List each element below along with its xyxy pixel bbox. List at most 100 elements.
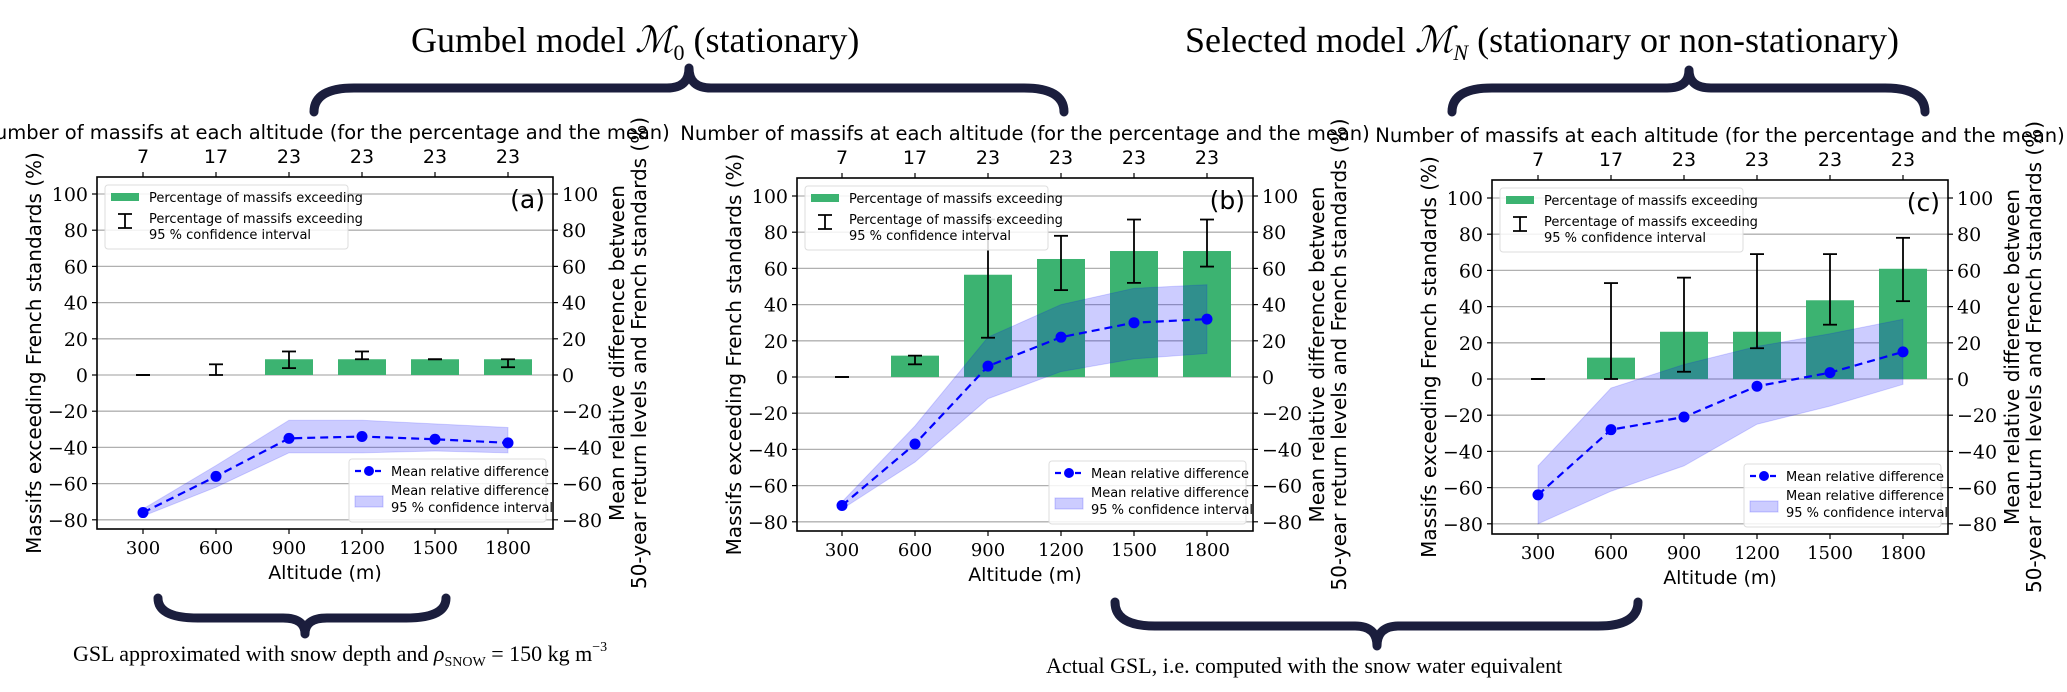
y-tick-label-right: 60	[1262, 258, 1286, 280]
y-tick-label-left: −60	[48, 474, 88, 496]
top-axis-label: Number of massifs at each altitude (for …	[680, 122, 1369, 145]
y-axis-label-left: Massifs exceeding French standards (%)	[722, 154, 746, 556]
bar-error-bar	[1823, 253, 1837, 326]
x-tick-label: 900	[971, 540, 1005, 561]
legend-mean: Mean relative difference Mean relative di…	[348, 458, 553, 523]
legend-label: Mean relative difference	[1091, 467, 1249, 482]
top-tick-label: 23	[1745, 149, 1769, 171]
y-tick-label-left: −80	[748, 512, 788, 534]
brace-bottom-left	[153, 593, 451, 639]
legend-label: Mean relative difference	[1786, 489, 1944, 504]
y-axis-label-right: Mean relative difference between	[605, 185, 629, 521]
legend-box	[1048, 460, 1247, 525]
top-tick-label: 23	[976, 147, 1000, 169]
y-tick-label-left: −20	[748, 403, 788, 425]
legend-box	[1499, 187, 1744, 253]
y-tick-label-left: −20	[48, 401, 88, 423]
mean-point	[1128, 317, 1140, 329]
mean-ci-band	[142, 419, 509, 517]
heading-symbol: ℳ	[635, 20, 678, 60]
caption-actual-gsl: Actual GSL, i.e. computed with the snow …	[1046, 653, 1562, 678]
y-axis-label-left: Massifs exceeding French standards (%)	[1417, 156, 1441, 558]
legend-bars: Percentage of massifs exceeding Percentag…	[104, 184, 363, 250]
y-tick-label-right: 100	[1262, 186, 1298, 208]
legend-label: Percentage of massifs exceeding	[1544, 194, 1758, 209]
y-tick-label-right: 60	[562, 256, 586, 278]
top-tick-label: 23	[1891, 149, 1915, 171]
y-tick-label-right: 80	[1957, 224, 1981, 246]
heading-symbol: ℳ	[1415, 20, 1458, 60]
top-tick-label: 23	[1672, 149, 1696, 171]
y-tick-label-left: 0	[776, 367, 788, 389]
panel-label: (a)	[510, 185, 545, 214]
legend-bar-swatch	[1506, 196, 1534, 204]
x-tick-label: 300	[1521, 543, 1555, 564]
top-tick-label: 23	[423, 146, 447, 168]
top-tick-label: 23	[1818, 149, 1842, 171]
legend-bar-swatch	[111, 193, 139, 201]
top-tick-label: 23	[277, 146, 301, 168]
y-tick-label-right: 100	[562, 184, 598, 206]
y-tick-label-left: −20	[1443, 405, 1483, 427]
y-axis-label-right: Mean relative difference between	[2000, 189, 2024, 525]
y-tick-label-right: −80	[1957, 514, 1997, 536]
mean-point	[210, 470, 222, 482]
caption-symbol: ρ	[433, 641, 445, 666]
legend-ci-swatch	[1749, 500, 1779, 513]
x-tick-label: 600	[898, 540, 932, 561]
y-axis-label-right: 50-year return levels and French standar…	[1327, 118, 1351, 590]
mean-point	[1605, 424, 1617, 436]
y-tick-label-right: −40	[1262, 439, 1302, 461]
top-tick-label: 17	[1599, 149, 1623, 171]
y-tick-label-left: 60	[64, 256, 88, 278]
x-tick-label: 1200	[339, 538, 385, 559]
y-tick-label-right: −60	[1262, 476, 1302, 498]
legend-ci-swatch	[354, 495, 384, 508]
y-tick-label-left: −40	[1443, 441, 1483, 463]
top-tick-label: 7	[1532, 149, 1544, 171]
bar	[411, 359, 459, 375]
mean-point	[502, 437, 514, 449]
y-tick-label-right: −20	[562, 401, 602, 423]
y-tick-label-left: 40	[1459, 297, 1483, 319]
legend-bars: Percentage of massifs exceeding Percentag…	[1499, 187, 1758, 253]
legend-label: 95 % confidence interval	[1091, 503, 1253, 518]
y-tick-label-left: 60	[1459, 260, 1483, 282]
axes-frame	[796, 177, 1254, 532]
x-tick-label: 600	[1594, 543, 1628, 564]
y-tick-label-right: −80	[562, 510, 602, 532]
legend-mean: Mean relative difference Mean relative di…	[1048, 460, 1253, 525]
legend-marker-icon	[1064, 468, 1074, 478]
y-tick-label-left: 80	[764, 222, 788, 244]
y-tick-label-left: 40	[764, 295, 788, 317]
y-tick-label-left: 100	[52, 184, 88, 206]
y-tick-label-right: 40	[1262, 295, 1286, 317]
y-tick-label-right: −20	[1262, 403, 1302, 425]
axes-frame	[96, 176, 554, 530]
caption-superscript: −3	[592, 640, 607, 655]
panel-label: (c)	[1907, 188, 1940, 217]
y-tick-label-right: 20	[562, 329, 586, 351]
y-tick-label-left: 100	[1447, 188, 1483, 210]
mean-point	[1532, 489, 1544, 501]
legend-label: Mean relative difference	[1091, 486, 1249, 501]
top-tick-label: 17	[204, 146, 228, 168]
mean-point	[1824, 367, 1836, 379]
y-tick-label-right: 40	[562, 293, 586, 315]
y-tick-label-right: 0	[1957, 369, 1969, 391]
y-tick-label-right: −60	[562, 474, 602, 496]
top-axis-label: Number of massifs at each altitude (for …	[0, 121, 670, 144]
legend-errorbar-icon	[818, 214, 832, 230]
y-tick-label-left: −60	[748, 476, 788, 498]
y-tick-label-left: 20	[1459, 333, 1483, 355]
y-tick-label-left: 80	[1459, 224, 1483, 246]
legend-errorbar-icon	[118, 213, 132, 229]
legend-label: 95 % confidence interval	[1786, 506, 1948, 521]
mean-point	[1201, 313, 1213, 325]
bar-error-bar	[1054, 234, 1068, 292]
heading-text: (stationary)	[684, 20, 859, 60]
brace-bottom-right	[1110, 597, 1643, 651]
bar-error-bar	[355, 350, 369, 361]
legend-bar-swatch	[811, 194, 839, 202]
y-tick-label-left: −80	[1443, 514, 1483, 536]
